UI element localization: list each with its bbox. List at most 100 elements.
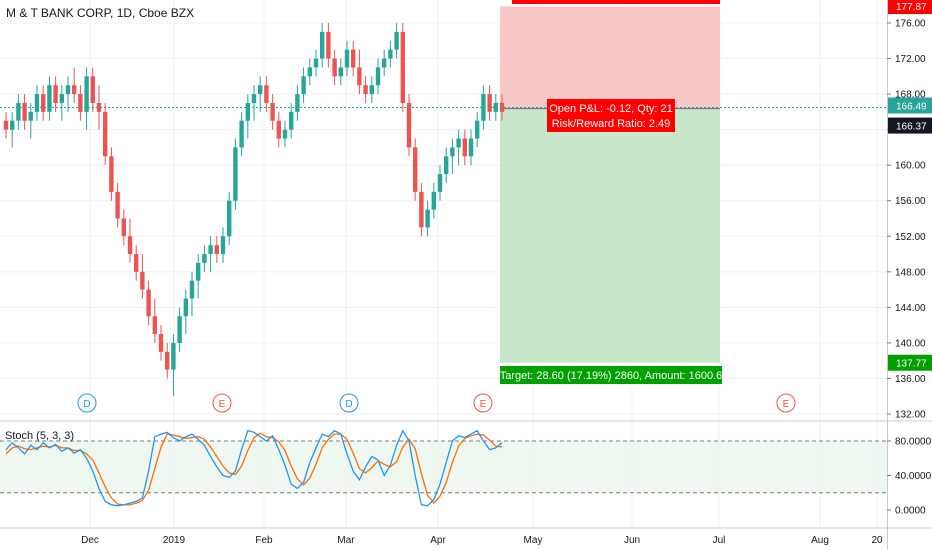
- event-circle[interactable]: [339, 393, 359, 413]
- price-tick-label: 140.00: [895, 338, 926, 349]
- event-marker-d[interactable]: D: [77, 393, 97, 413]
- candle: [233, 138, 238, 210]
- event-letter: E: [480, 399, 487, 410]
- candle-body: [84, 76, 89, 112]
- price-tag-last[interactable]: 166.49: [888, 97, 932, 114]
- event-circle[interactable]: [212, 393, 232, 413]
- stoch-indicator-label[interactable]: Stoch (5, 3, 3): [5, 430, 75, 442]
- candle-body: [369, 85, 374, 95]
- candle: [251, 85, 257, 121]
- open-pl-label[interactable]: Open P&L: -0.12, Qty: 21 Risk/Reward Rati…: [547, 99, 675, 132]
- candle: [363, 76, 368, 103]
- candle: [270, 94, 275, 130]
- candle-body: [487, 94, 492, 112]
- price-tag-stop[interactable]: 177.87: [888, 0, 932, 14]
- candle: [332, 49, 337, 86]
- candle-body: [78, 94, 83, 112]
- stop-loss-zone[interactable]: [500, 6, 720, 109]
- candle-body: [47, 85, 52, 112]
- candle-body: [233, 147, 238, 201]
- candle-body: [96, 102, 102, 112]
- candle: [450, 138, 455, 175]
- candle-body: [289, 111, 294, 130]
- candle-body: [171, 342, 176, 370]
- event-marker-e[interactable]: E: [473, 393, 493, 413]
- event-letter: D: [83, 399, 90, 410]
- candle: [177, 307, 182, 352]
- candle-body: [165, 351, 170, 370]
- position-zones[interactable]: [500, 6, 720, 363]
- price-tag-value: 166.49: [896, 102, 927, 113]
- candle: [189, 271, 195, 317]
- price-tick-label: 176.00: [895, 19, 926, 30]
- candle: [369, 76, 374, 103]
- price-tag-target[interactable]: 137.77: [888, 354, 932, 371]
- profit-target-zone[interactable]: [500, 108, 720, 363]
- candle-body: [251, 94, 257, 103]
- price-tag-entry[interactable]: 166.37: [888, 117, 932, 134]
- candle-body: [450, 147, 455, 157]
- candle-body: [245, 102, 250, 121]
- price-tag-bg[interactable]: [888, 97, 932, 114]
- price-tag-bg[interactable]: [888, 354, 932, 371]
- candle: [313, 49, 319, 77]
- candle-body: [239, 120, 244, 148]
- candle: [196, 254, 201, 299]
- candle: [444, 147, 449, 183]
- stoch-series: [5, 429, 503, 507]
- candle: [90, 67, 95, 112]
- candle-body: [214, 245, 219, 255]
- target-label-bg[interactable]: [500, 366, 722, 384]
- candle: [47, 76, 52, 121]
- candle: [419, 182, 424, 237]
- candle: [22, 94, 27, 130]
- candle-body: [227, 200, 232, 237]
- candle-body: [332, 58, 337, 77]
- position-labels[interactable]: Open P&L: -0.12, Qty: 21 Risk/Reward Rati…: [500, 0, 723, 384]
- event-marker-d[interactable]: D: [339, 393, 359, 413]
- candle: [245, 94, 250, 139]
- symbol-title[interactable]: M & T BANK CORP, 1D, Cboe BZX: [6, 6, 195, 20]
- price-tag-bg[interactable]: [888, 117, 932, 134]
- candle-body: [16, 102, 21, 121]
- pl-label-bg[interactable]: [547, 99, 675, 132]
- candle: [344, 40, 350, 77]
- event-marker-e[interactable]: E: [212, 393, 232, 413]
- time-tick-label: May: [524, 535, 543, 546]
- candle-body: [456, 138, 461, 148]
- candle-body: [320, 31, 325, 59]
- candle-body: [326, 31, 331, 59]
- candle: [121, 209, 126, 246]
- candle-body: [419, 191, 424, 228]
- target-text: Target: 28.60 (17.19%) 2860, Amount: 160…: [500, 370, 723, 382]
- event-circle[interactable]: [473, 393, 493, 413]
- candle: [140, 254, 145, 299]
- candle: [289, 102, 294, 139]
- event-circle[interactable]: [776, 393, 796, 413]
- price-tick-label: 152.00: [895, 232, 926, 243]
- target-label[interactable]: Target: 28.60 (17.19%) 2860, Amount: 160…: [500, 366, 723, 384]
- candle-body: [258, 85, 263, 95]
- price-tick-label: 148.00: [895, 267, 926, 278]
- candle-body: [115, 191, 120, 219]
- candle-body: [388, 49, 393, 59]
- candle: [431, 182, 436, 219]
- candle: [462, 129, 467, 166]
- candle-body: [437, 174, 443, 192]
- candle-body: [3, 120, 9, 130]
- event-marker-e[interactable]: E: [776, 393, 796, 413]
- candle: [103, 102, 108, 166]
- price-tag-bg[interactable]: [888, 0, 932, 14]
- stop-label-stub[interactable]: [512, 0, 720, 4]
- price-tick-label: 160.00: [895, 161, 926, 172]
- event-circle[interactable]: [77, 393, 97, 413]
- candle: [338, 58, 343, 86]
- time-tick-label: Mar: [337, 535, 355, 546]
- candle: [437, 165, 443, 201]
- candle-body: [475, 120, 480, 139]
- candle: [146, 280, 151, 326]
- axes[interactable]: 176.00172.00168.00164.00160.00156.00152.…: [81, 0, 932, 546]
- candle: [65, 76, 71, 112]
